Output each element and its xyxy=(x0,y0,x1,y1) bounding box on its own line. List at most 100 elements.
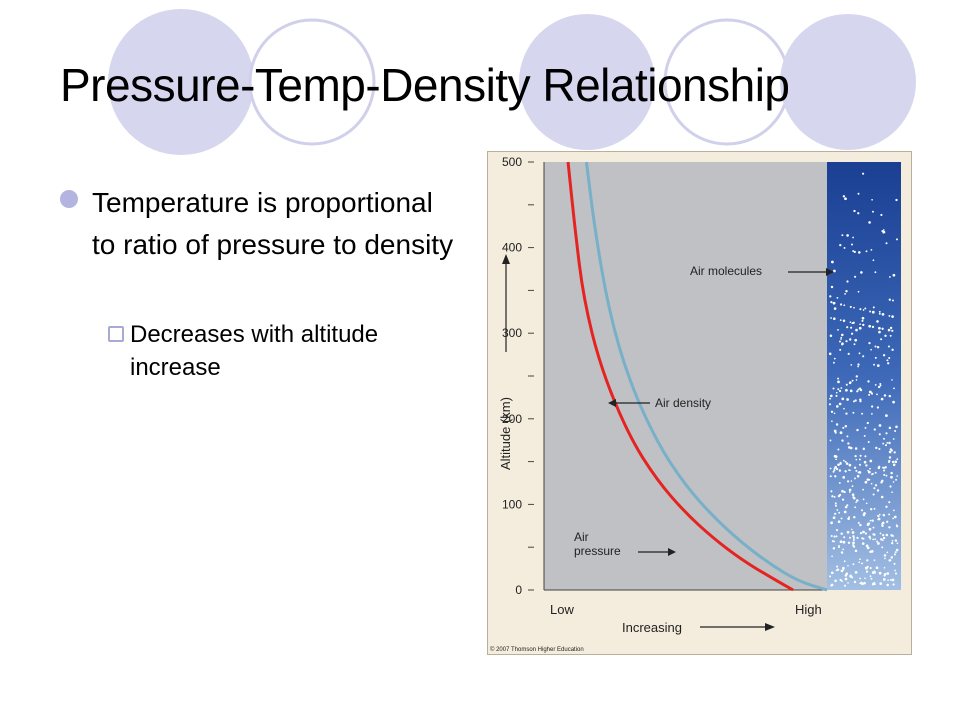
molecule-dot xyxy=(876,540,879,543)
molecule-dot xyxy=(872,306,875,309)
molecule-dot xyxy=(849,574,852,578)
molecule-dot xyxy=(895,478,898,481)
molecule-dot xyxy=(881,327,884,330)
molecule-dot xyxy=(833,454,837,458)
molecule-dot xyxy=(864,532,868,535)
molecule-dot xyxy=(836,468,839,471)
molecule-dot xyxy=(831,555,833,558)
molecule-dot xyxy=(888,426,892,430)
molecule-dot xyxy=(866,421,869,425)
molecule-dot xyxy=(857,471,860,474)
molecule-dot xyxy=(871,473,873,476)
molecule-dot xyxy=(894,572,898,575)
molecule-dot xyxy=(839,340,841,343)
molecule-dot xyxy=(858,251,861,254)
molecule-dot xyxy=(849,305,852,308)
molecule-dot xyxy=(873,428,876,431)
molecule-dot xyxy=(859,398,862,401)
molecule-dot xyxy=(882,466,885,469)
molecule-dot xyxy=(856,390,859,393)
sub-bullet-square-icon xyxy=(108,326,124,342)
chart-frame: 0 100 200 300 400 500 Altitude (km) Low High … xyxy=(487,151,912,655)
molecule-dot xyxy=(845,290,848,293)
molecule-dot xyxy=(838,511,841,514)
molecule-dot xyxy=(860,581,863,584)
molecule-dot xyxy=(857,363,860,366)
molecule-dot xyxy=(880,538,883,541)
molecule-dot xyxy=(869,537,872,540)
molecule-dot xyxy=(870,508,873,511)
molecule-dot xyxy=(859,531,863,535)
molecule-dot xyxy=(828,403,832,406)
molecule-dot xyxy=(892,299,894,302)
molecule-dot xyxy=(889,334,892,337)
molecule-dot xyxy=(879,383,882,385)
x-axis-arrow-head-icon xyxy=(765,623,775,631)
molecule-dot xyxy=(866,546,870,550)
molecule-dot xyxy=(844,577,848,581)
molecule-dot xyxy=(868,390,872,394)
molecule-dot xyxy=(869,575,872,578)
molecule-dot xyxy=(867,441,870,443)
molecule-dot xyxy=(873,363,876,366)
molecule-dot xyxy=(885,242,888,245)
molecule-dot xyxy=(843,584,847,587)
molecule-dot xyxy=(882,536,886,540)
molecule-dot xyxy=(834,579,837,583)
molecule-dot xyxy=(886,551,889,554)
molecule-dot xyxy=(854,338,858,342)
molecule-dot xyxy=(849,381,852,384)
molecule-dot xyxy=(873,487,876,490)
molecule-dot xyxy=(859,388,863,392)
annotation-air-molecules: Air molecules xyxy=(690,264,762,278)
molecule-dot xyxy=(849,446,853,450)
molecule-dot xyxy=(832,516,836,520)
molecule-dot xyxy=(868,341,871,345)
molecule-dot xyxy=(854,454,857,458)
molecule-dot xyxy=(878,571,882,575)
molecule-dot xyxy=(842,459,845,462)
molecule-dot xyxy=(842,476,846,479)
molecule-dot xyxy=(859,323,861,326)
molecule-dot xyxy=(845,462,849,465)
molecule-dot xyxy=(868,324,872,328)
molecule-dot xyxy=(871,392,873,395)
molecule-dot xyxy=(835,423,839,426)
molecule-dot xyxy=(890,471,893,475)
bullet-dot-icon xyxy=(60,190,78,208)
molecule-dot xyxy=(859,577,862,580)
molecule-dot xyxy=(888,356,891,360)
molecule-dot xyxy=(870,482,873,485)
molecule-dot xyxy=(866,478,870,481)
molecule-dot xyxy=(841,498,845,501)
molecule-dot xyxy=(888,501,891,504)
molecule-dot xyxy=(839,540,843,544)
molecule-dot xyxy=(889,485,892,488)
molecule-dot xyxy=(862,323,865,327)
molecule-dot xyxy=(874,471,877,474)
molecule-dot xyxy=(837,463,840,467)
molecule-dot xyxy=(864,307,867,310)
molecule-dot xyxy=(872,538,875,541)
molecule-dot xyxy=(852,236,854,239)
molecule-dot xyxy=(833,317,836,320)
molecule-dot xyxy=(860,271,863,274)
molecule-dot xyxy=(837,380,840,384)
molecule-dot xyxy=(841,333,844,337)
molecule-dot xyxy=(854,506,857,509)
molecule-dot xyxy=(891,491,893,494)
molecule-dot xyxy=(854,275,857,278)
molecule-dot xyxy=(833,469,836,472)
molecule-dot xyxy=(841,234,844,237)
molecule-dot xyxy=(840,338,842,340)
image-credit: © 2007 Thomson Higher Education xyxy=(490,646,584,653)
molecule-dot xyxy=(843,304,846,307)
molecule-dot xyxy=(829,467,832,470)
molecule-dot xyxy=(830,410,834,413)
molecule-dot xyxy=(888,461,890,464)
molecule-dot xyxy=(830,394,833,398)
molecule-dot xyxy=(890,449,893,452)
molecule-dot xyxy=(832,301,836,305)
molecule-dot xyxy=(867,470,871,474)
